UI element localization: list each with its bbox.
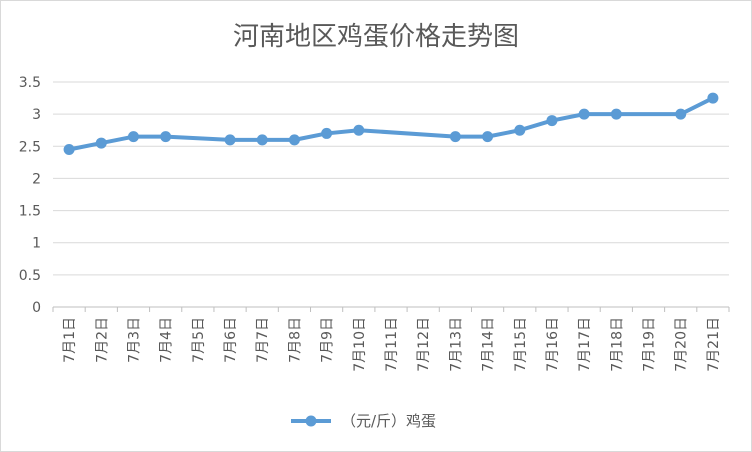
data-point [224,134,236,146]
data-point [546,115,558,127]
y-tick-label: 0.5 [19,268,41,284]
data-point [707,92,719,104]
x-tick-label: 7月16日 [545,317,561,372]
data-point [160,131,172,143]
x-tick-label: 7月9日 [320,317,336,363]
y-tick-label: 1.5 [19,204,41,220]
x-tick-label: 7月15日 [513,317,529,372]
x-tick-label: 7月12日 [416,317,432,372]
y-tick-label: 2 [32,171,41,187]
y-tick-label: 2.5 [19,139,41,155]
x-tick-label: 7月20日 [674,317,690,372]
series-group [63,92,719,155]
y-axis: 0 0.5 1 1.5 2 2.5 3 3.5 [19,75,41,316]
data-point [256,134,268,146]
y-tick-label: 3.5 [19,75,41,91]
data-point [95,137,107,149]
x-tick-label: 7月11日 [384,317,400,372]
x-tick-label: 7月4日 [159,317,175,363]
x-tick-label: 7月21日 [706,317,722,372]
x-tick-label: 7月18日 [609,317,625,372]
x-tick-label: 7月10日 [352,317,368,372]
data-point [610,108,622,120]
data-point [578,108,590,120]
data-point [449,131,461,143]
x-tick-label: 7月8日 [287,317,303,363]
x-tick-label: 7月3日 [126,317,142,363]
legend: （元/斤）鸡蛋 [291,412,436,430]
data-point [353,124,365,136]
chart-title: 河南地区鸡蛋价格走势图 [233,22,519,52]
data-point [675,108,687,120]
data-point [321,127,333,139]
y-tick-label: 1 [32,236,41,252]
y-tick-label: 0 [32,300,41,316]
data-point [127,131,139,143]
grid-lines [53,81,729,308]
x-tick-label: 7月5日 [191,317,207,363]
data-point [288,134,300,146]
x-tick-label: 7月19日 [642,317,658,372]
data-point [482,131,494,143]
x-tick-label: 7月6日 [223,317,239,363]
data-point [514,124,526,136]
x-tick-label: 7月1日 [62,317,78,363]
x-axis: 7月1日 7月2日 7月3日 7月4日 7月5日 7月6日 7月7日 7月8日 7月9日 7月10… [52,307,730,372]
data-point [63,144,75,155]
x-tick-label: 7月17日 [577,317,593,372]
x-tick-label: 7月7日 [255,317,271,363]
x-tick-label: 7月14日 [481,317,497,372]
legend-label: （元/斤）鸡蛋 [341,412,436,430]
legend-marker [305,415,317,427]
y-tick-label: 3 [32,107,41,123]
x-tick-label: 7月2日 [94,317,110,363]
x-tick-label: 7月13日 [448,317,464,372]
